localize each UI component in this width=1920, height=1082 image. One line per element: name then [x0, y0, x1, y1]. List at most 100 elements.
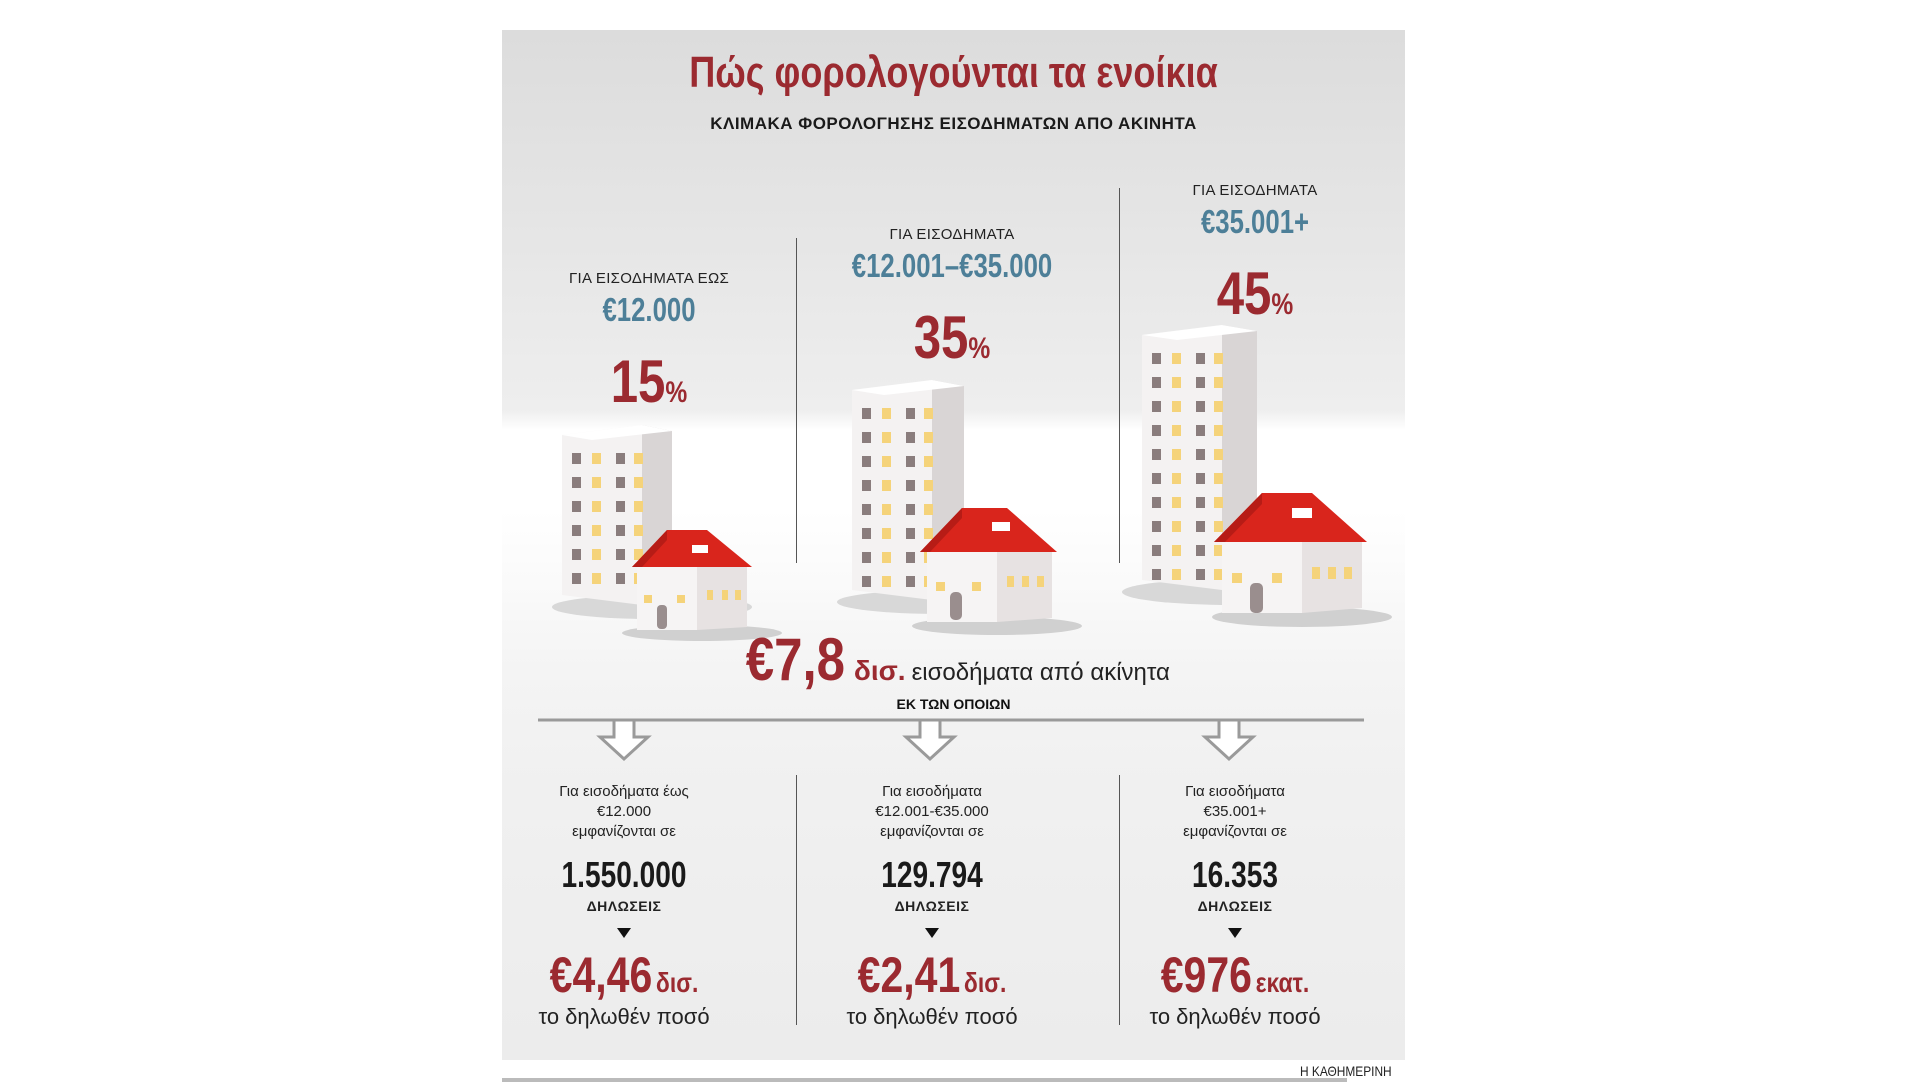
window [572, 549, 581, 560]
stat-line3: εμφανίζονται σε [1183, 823, 1287, 840]
window [592, 477, 601, 488]
window [1196, 353, 1205, 364]
window [1172, 521, 1181, 532]
declared-amount-unit: εκατ. [1255, 967, 1310, 998]
window [882, 504, 891, 515]
window [906, 576, 915, 587]
rate-percent-sign: % [665, 376, 688, 409]
declared-amount-unit: δισ. [655, 967, 699, 998]
stat-line1: Για εισοδήματα [1185, 783, 1285, 800]
window [924, 480, 933, 491]
stat-line3: εμφανίζονται σε [880, 823, 984, 840]
window [1214, 449, 1223, 460]
declared-amount-value: €4,46 [549, 947, 653, 1003]
divider-line [1119, 188, 1120, 563]
window [572, 573, 581, 584]
window [1214, 545, 1223, 556]
window [882, 552, 891, 563]
window [1172, 449, 1181, 460]
window [862, 408, 871, 419]
window [906, 528, 915, 539]
of-which-label: ΕΚ ΤΩΝ ΟΠΟΙΩΝ [896, 696, 1011, 712]
window [1172, 569, 1181, 580]
window [924, 456, 933, 467]
window [1214, 569, 1223, 580]
bracket-range: €12.001–€35.000 [851, 247, 1053, 284]
window [1196, 569, 1205, 580]
rate-percent-sign: % [1271, 288, 1294, 321]
stat-line1: Για εισοδήματα έως [559, 783, 689, 800]
arrows-connector [538, 718, 1364, 762]
window [906, 552, 915, 563]
stats-column-1: Για εισοδήματα έως €12.000 εμφανίζονται … [502, 782, 754, 1030]
window [906, 456, 915, 467]
triangle-down-icon [1228, 928, 1242, 938]
window [1196, 473, 1205, 484]
window [572, 453, 581, 464]
window [1152, 449, 1161, 460]
total-unit: δισ. [853, 655, 906, 686]
total-description: εισοδήματα από ακίνητα [911, 659, 1170, 686]
window [634, 501, 643, 512]
window [1196, 497, 1205, 508]
window [1196, 401, 1205, 412]
window [1214, 401, 1223, 412]
window [634, 549, 643, 560]
window [1152, 425, 1161, 436]
window [1152, 401, 1161, 412]
window [616, 453, 625, 464]
window [1196, 449, 1205, 460]
window [634, 477, 643, 488]
footer-line [502, 1078, 1347, 1082]
window [592, 549, 601, 560]
window [1214, 497, 1223, 508]
down-arrow-icon [902, 718, 958, 762]
declared-amount-value: €976 [1160, 947, 1252, 1003]
stat-line2: €35.001+ [1203, 803, 1267, 820]
building-house-illustration-3 [1122, 325, 1392, 627]
window [862, 456, 871, 467]
window [1152, 497, 1161, 508]
window [906, 504, 915, 515]
window [572, 525, 581, 536]
window [924, 408, 933, 419]
infographic-title: Πώς φορολογούνται τα ενοίκια [689, 48, 1218, 97]
window [1152, 569, 1161, 580]
tax-bracket-2: ΓΙΑ ΕΙΣΟΔΗΜΑΤΑ €12.001–€35.000 35% [822, 226, 1082, 372]
declared-amount: €4,46 δισ. [517, 946, 730, 1004]
divider-line [1119, 775, 1120, 1025]
stats-column-3: Για εισοδήματα €35.001+ εμφανίζονται σε … [1105, 782, 1365, 1030]
declarations-count: 1.550.000 [561, 854, 687, 895]
window [592, 573, 601, 584]
window [882, 528, 891, 539]
declared-amount-unit: δισ. [963, 967, 1007, 998]
bracket-range: €35.001+ [1200, 203, 1310, 240]
stats-column-2: Για εισοδήματα €12.001-€35.000 εμφανίζον… [802, 782, 1062, 1030]
declarations-label: ΔΗΛΩΣΕΙΣ [894, 898, 970, 914]
window [1196, 425, 1205, 436]
rate-value: 35 [913, 304, 969, 371]
window [1196, 377, 1205, 388]
bracket-label: ΓΙΑ ΕΙΣΟΔΗΜΑΤΑ [1192, 182, 1318, 199]
window [616, 573, 625, 584]
window [906, 432, 915, 443]
declarations-count: 129.794 [881, 854, 983, 895]
window [862, 504, 871, 515]
window [924, 504, 933, 515]
window [1172, 377, 1181, 388]
down-arrow-icon [596, 718, 652, 762]
window [882, 480, 891, 491]
window [862, 528, 871, 539]
triangle-down-icon [925, 928, 939, 938]
window [1152, 521, 1161, 532]
down-arrow-icon [1201, 718, 1257, 762]
window [616, 525, 625, 536]
window [882, 576, 891, 587]
window [1172, 401, 1181, 412]
window [906, 480, 915, 491]
window [1172, 497, 1181, 508]
window [1172, 425, 1181, 436]
tax-bracket-3: ΓΙΑ ΕΙΣΟΔΗΜΑΤΑ €35.001+ 45% [1125, 182, 1385, 328]
window [862, 480, 871, 491]
window [634, 525, 643, 536]
